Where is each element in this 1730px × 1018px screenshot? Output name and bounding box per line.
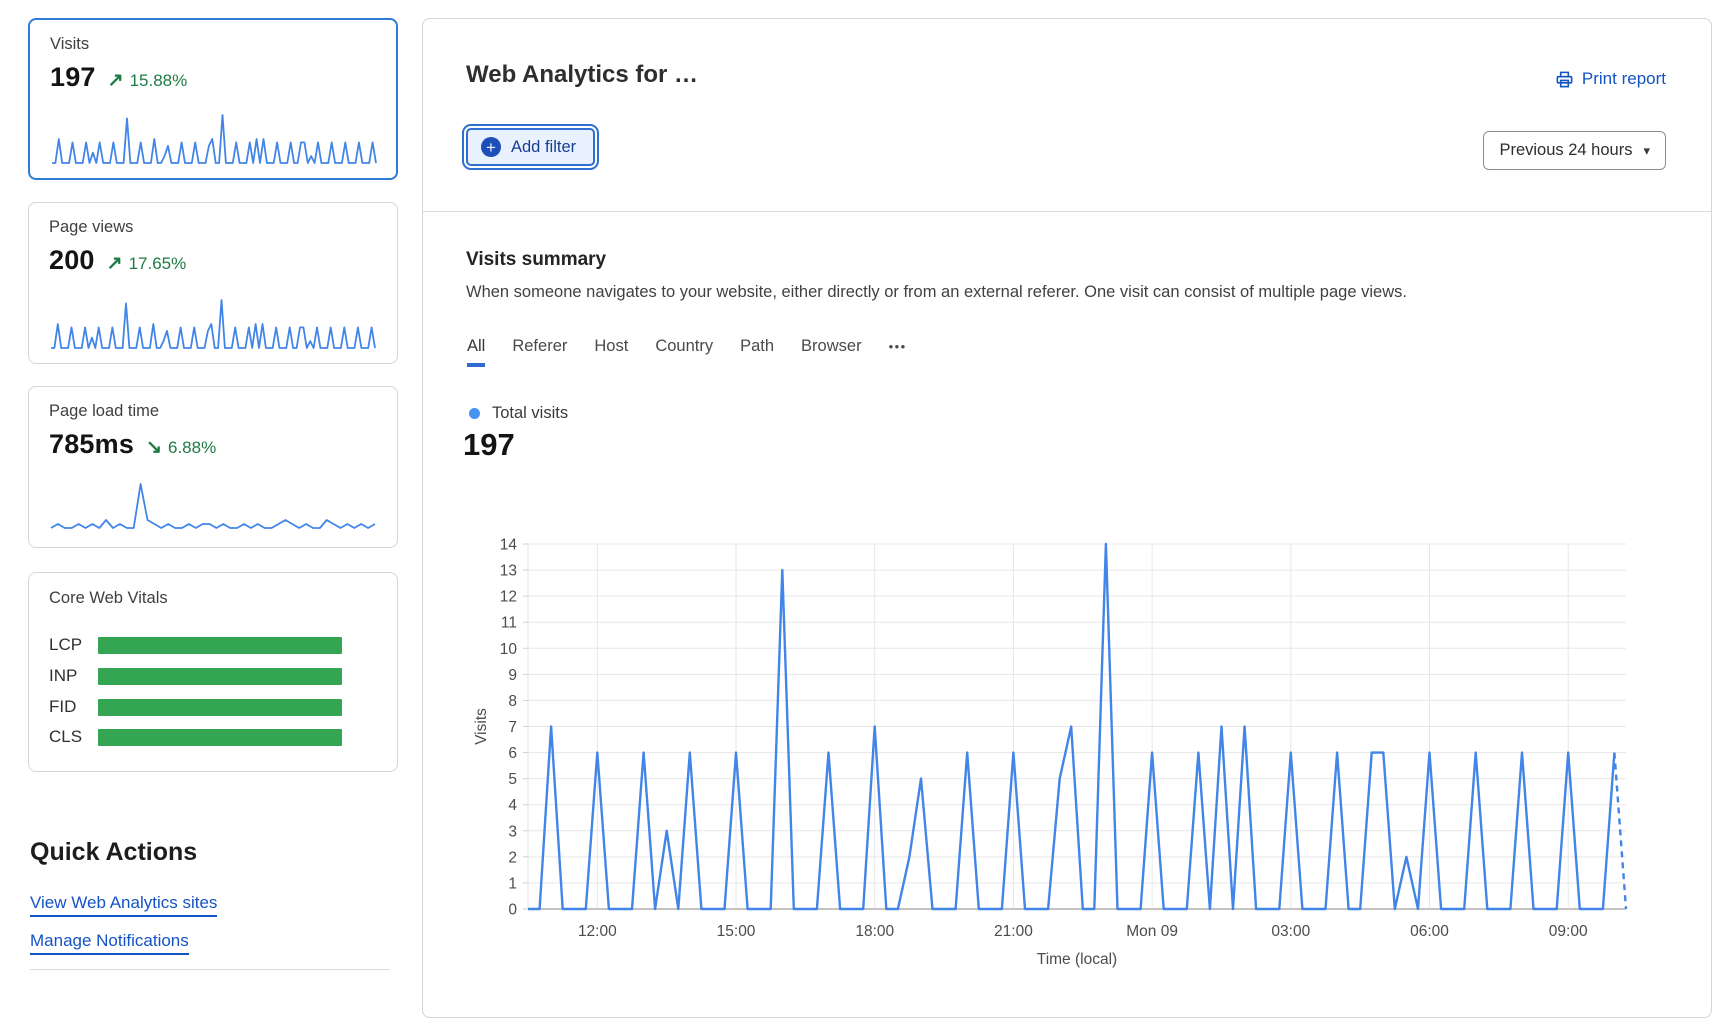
legend-label: Total visits: [492, 404, 569, 422]
tab-referer[interactable]: Referer: [512, 337, 568, 355]
time-range-label: Previous 24 hours: [1499, 141, 1633, 159]
cwv-metric-lcp: LCP: [49, 635, 83, 654]
svg-text:3: 3: [508, 823, 517, 840]
total-visits-value: 197: [463, 427, 515, 462]
link-manage-notifications[interactable]: Manage Notifications: [30, 931, 189, 955]
trend-percent: 17.65%: [128, 254, 187, 273]
tabs-overflow-icon[interactable]: •••: [888, 339, 907, 354]
visits-sparkline: [52, 114, 377, 164]
print-report-button[interactable]: Print report: [1555, 69, 1666, 89]
cwv-metric-fid: FID: [49, 697, 77, 716]
svg-text:03:00: 03:00: [1271, 923, 1310, 940]
svg-text:21:00: 21:00: [994, 923, 1033, 940]
svg-text:12:00: 12:00: [578, 923, 617, 940]
page-views-sparkline: [51, 299, 376, 349]
add-filter-button[interactable]: + Add filter: [466, 128, 596, 166]
cwv-bar-lcp: [98, 636, 342, 654]
svg-text:Visits: Visits: [473, 708, 490, 745]
cwv-bar-fid: [98, 698, 342, 716]
tab-path[interactable]: Path: [740, 337, 775, 355]
trend-badge: ↗ 15.88%: [108, 69, 188, 92]
visits-chart: 0 1 2 3 4 5 6 7 8 9 10 11 12 13 14 12:00 15:00 18:00 21:00…: [471, 486, 1651, 986]
add-filter-focus-ring: + Add filter: [462, 124, 600, 170]
stat-card-visits[interactable]: Visits 197 ↗ 15.88%: [28, 18, 398, 180]
stat-card-value: 785ms: [49, 429, 135, 459]
svg-text:15:00: 15:00: [717, 923, 756, 940]
stat-card-label: Page views: [49, 218, 134, 236]
add-filter-label: Add filter: [511, 137, 577, 156]
trend-badge: ↗ 17.65%: [107, 252, 187, 275]
quick-actions-title: Quick Actions: [30, 838, 198, 866]
cwv-bar-inp: [98, 667, 342, 685]
cwv-metric-cls: CLS: [49, 727, 83, 746]
svg-text:06:00: 06:00: [1410, 923, 1449, 940]
svg-text:2: 2: [508, 849, 517, 866]
core-web-vitals-title: Core Web Vitals: [49, 589, 168, 607]
svg-text:Mon 09: Mon 09: [1126, 923, 1178, 940]
print-report-label: Print report: [1581, 69, 1666, 88]
svg-text:13: 13: [500, 563, 517, 580]
svg-text:11: 11: [501, 615, 517, 632]
trend-down-icon: ↘: [146, 437, 162, 458]
svg-text:7: 7: [508, 719, 517, 736]
tab-all[interactable]: All: [467, 337, 486, 367]
svg-text:1: 1: [508, 875, 517, 892]
legend-dot-icon: [469, 408, 480, 419]
trend-up-icon: ↗: [107, 70, 124, 91]
svg-text:12: 12: [500, 589, 517, 606]
svg-text:8: 8: [508, 693, 517, 710]
web-analytics-panel: Web Analytics for … Print report + Add f…: [422, 18, 1712, 1018]
svg-text:10: 10: [500, 641, 518, 658]
cwv-bar-cls: [98, 728, 342, 746]
stat-card-value: 197: [50, 62, 96, 92]
svg-text:4: 4: [508, 797, 517, 814]
tab-host[interactable]: Host: [594, 337, 629, 355]
trend-percent: 6.88%: [168, 438, 217, 457]
chevron-down-icon: ▾: [1643, 142, 1650, 158]
svg-text:09:00: 09:00: [1549, 923, 1588, 940]
printer-icon: [1556, 71, 1573, 87]
link-view-web-analytics-sites[interactable]: View Web Analytics sites: [30, 893, 218, 917]
sidebar-divider: [30, 969, 390, 970]
plus-icon: +: [481, 137, 501, 157]
visits-summary-title: Visits summary: [466, 249, 607, 270]
sidebar: Visits 197 ↗ 15.88% Page views 200 ↗ 17.…: [28, 0, 398, 988]
header-divider: [423, 211, 1711, 212]
svg-text:9: 9: [508, 667, 517, 684]
stat-card-value: 200: [49, 245, 95, 275]
dimension-tabs: All Referer Host Country Path Browser ••…: [467, 337, 907, 367]
svg-text:0: 0: [508, 902, 517, 919]
core-web-vitals-card: Core Web Vitals LCP INP FID CLS: [28, 572, 398, 772]
stat-card-page-load-time[interactable]: Page load time 785ms ↘ 6.88%: [28, 386, 398, 548]
page-title: Web Analytics for …: [466, 61, 699, 88]
tab-country[interactable]: Country: [655, 337, 714, 355]
chart-legend: Total visits: [469, 404, 568, 423]
cwv-metric-inp: INP: [49, 666, 78, 685]
svg-text:Time (local): Time (local): [1037, 951, 1117, 968]
tab-browser[interactable]: Browser: [801, 337, 862, 355]
page-load-sparkline: [50, 483, 376, 529]
visits-summary-description: When someone navigates to your website, …: [466, 283, 1407, 301]
svg-text:5: 5: [508, 771, 517, 788]
stat-card-label: Page load time: [49, 402, 160, 420]
svg-text:6: 6: [508, 745, 517, 762]
svg-text:18:00: 18:00: [855, 923, 894, 940]
svg-text:14: 14: [500, 537, 518, 554]
time-range-dropdown[interactable]: Previous 24 hours ▾: [1483, 131, 1666, 170]
stat-card-page-views[interactable]: Page views 200 ↗ 17.65%: [28, 202, 398, 364]
trend-badge: ↘ 6.88%: [146, 436, 216, 459]
trend-up-icon: ↗: [106, 253, 123, 274]
trend-percent: 15.88%: [129, 71, 188, 90]
stat-card-label: Visits: [50, 35, 90, 53]
